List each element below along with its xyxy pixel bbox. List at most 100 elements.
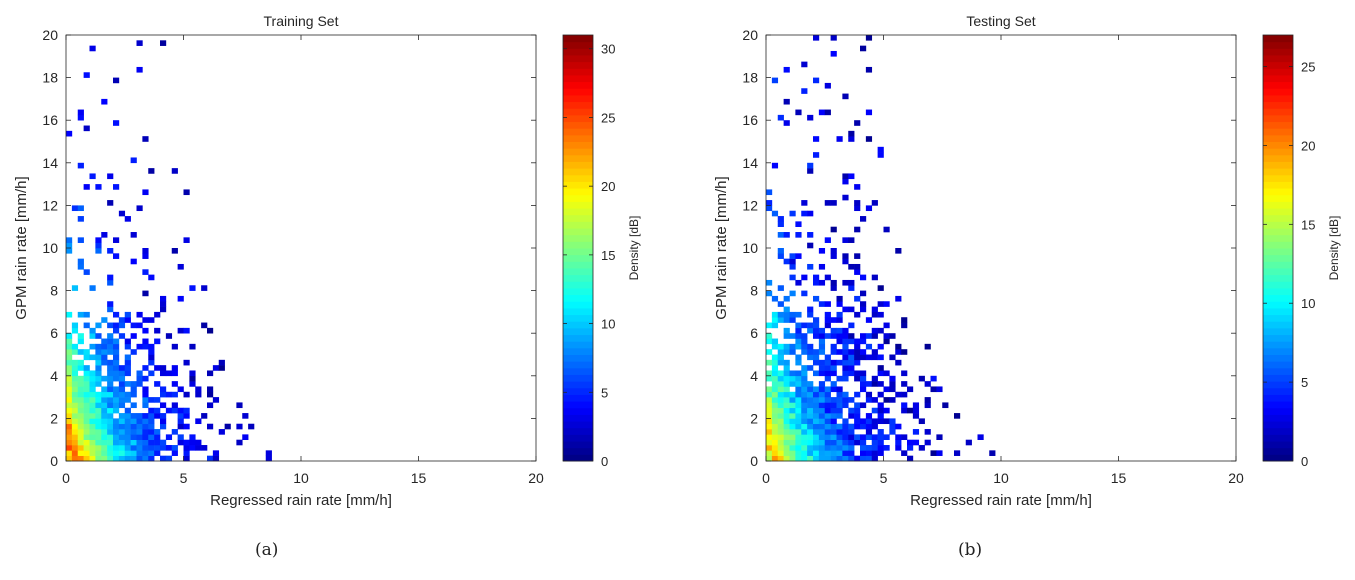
heatmap-cell: [860, 354, 867, 361]
heatmap-cell: [813, 407, 820, 414]
heatmap-cell: [801, 274, 808, 281]
heatmap-cell: [848, 173, 855, 180]
colorbar-segment: [1263, 387, 1293, 395]
heatmap-cell: [865, 381, 873, 387]
heatmap-cell: [777, 402, 784, 409]
heatmap-cell: [783, 258, 790, 265]
heatmap-cell: [818, 407, 826, 414]
heatmap-cell: [71, 375, 79, 382]
heatmap-cell: [877, 445, 884, 451]
colorbar-segment: [1263, 321, 1293, 329]
heatmap-cell: [824, 407, 831, 414]
colorbar-segment: [563, 261, 593, 269]
heatmap-cell: [66, 311, 73, 318]
heatmap-cell: [142, 429, 149, 435]
heatmap-cell: [177, 327, 184, 334]
heatmap-cell: [183, 445, 190, 451]
colorbar-segment: [563, 35, 593, 43]
heatmap-cell: [854, 413, 861, 419]
heatmap-cell: [89, 450, 96, 456]
colorbar-segment: [1263, 314, 1293, 322]
heatmap-cell: [130, 232, 137, 238]
heatmap-cell: [830, 407, 837, 414]
heatmap-cell: [771, 455, 779, 462]
heatmap-cell: [154, 413, 161, 419]
heatmap-cell: [865, 317, 873, 323]
heatmap-cell: [783, 317, 790, 323]
colorbar-segment: [563, 454, 593, 462]
colorbar-segment: [563, 41, 593, 49]
colorbar-segment: [563, 281, 593, 289]
heatmap-cell: [783, 381, 790, 387]
heatmap-cell: [807, 162, 814, 169]
heatmap-cell: [824, 386, 831, 393]
heatmap-cell: [66, 386, 73, 393]
heatmap-cell: [860, 375, 867, 382]
heatmap-cell: [813, 418, 820, 425]
colorbar-segment: [1263, 154, 1293, 162]
heatmap-cell: [148, 413, 155, 419]
heatmap-cell: [71, 429, 79, 435]
heatmap-cell: [912, 429, 920, 435]
heatmap-cell: [877, 327, 884, 334]
heatmap-cell: [183, 439, 190, 446]
colorbar-segment: [1263, 414, 1293, 422]
heatmap-cell: [95, 381, 102, 387]
heatmap-cell: [77, 162, 84, 169]
heatmap-cell: [912, 402, 920, 409]
heatmap-cell: [95, 365, 102, 371]
heatmap-cell: [113, 311, 120, 318]
colorbar-segment: [1263, 407, 1293, 415]
heatmap-cell: [818, 359, 826, 366]
heatmap-cell: [136, 423, 143, 430]
heatmap-cell: [801, 429, 808, 435]
heatmap-cell: [130, 322, 137, 329]
heatmap-cell: [66, 381, 73, 387]
heatmap-cell: [113, 445, 120, 451]
heatmap-cell: [113, 322, 120, 329]
colorbar-segment: [1263, 367, 1293, 375]
colorbar-segment: [1263, 208, 1293, 216]
heatmap-cell: [795, 370, 802, 377]
heatmap-cell: [783, 439, 790, 446]
heatmap-cell: [71, 322, 79, 329]
heatmap-cell: [848, 349, 855, 355]
heatmap-cell: [171, 381, 178, 387]
heatmap-cell: [148, 423, 155, 430]
heatmap-cell: [854, 311, 861, 318]
heatmap-cell: [142, 455, 149, 462]
heatmap-cell: [795, 338, 802, 345]
heatmap-cell: [83, 423, 90, 430]
colorbar-segment: [563, 294, 593, 302]
heatmap-cell: [71, 418, 79, 425]
colorbar-segment: [563, 128, 593, 136]
heatmap-cell: [901, 434, 908, 440]
heatmap-cell: [783, 391, 790, 398]
heatmap-cell: [777, 301, 784, 307]
heatmap-cell: [771, 322, 779, 329]
y-tick-label: 0: [750, 453, 758, 469]
heatmap-cell: [71, 397, 79, 403]
heatmap-cell: [136, 455, 143, 462]
heatmap-cell: [865, 66, 873, 73]
heatmap-cell: [830, 279, 837, 286]
heatmap-cell: [813, 322, 820, 329]
colorbar-segment: [1263, 48, 1293, 56]
heatmap-cell: [848, 429, 855, 435]
heatmap-cell: [77, 386, 84, 393]
heatmap-cell: [895, 359, 902, 366]
heatmap-cell: [107, 434, 114, 440]
heatmap-cell: [771, 370, 779, 377]
heatmap-cell: [783, 407, 790, 414]
heatmap-cell: [154, 439, 161, 446]
heatmap-cell: [77, 455, 84, 462]
heatmap-cell: [77, 429, 84, 435]
heatmap-cell: [842, 434, 849, 440]
colorbar-frame: [1262, 34, 1294, 462]
heatmap-cell: [201, 413, 208, 419]
heatmap-cell: [95, 418, 102, 425]
heatmap-cell: [777, 450, 784, 456]
heatmap-cell: [77, 349, 84, 355]
panel-caption-a: (a): [255, 540, 279, 560]
heatmap-cell: [171, 343, 178, 350]
